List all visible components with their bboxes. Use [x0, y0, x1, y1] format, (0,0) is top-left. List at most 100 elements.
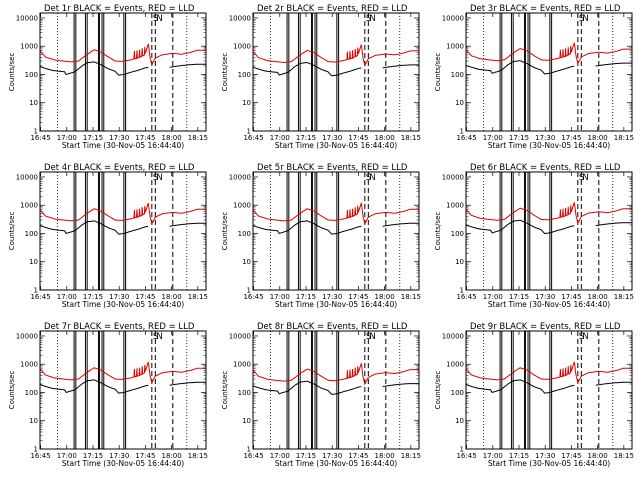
x-tick-label: 17:45 — [135, 134, 155, 142]
y-tick-label: 10 — [455, 258, 464, 266]
saa-marker-label: S — [153, 332, 158, 342]
x-tick-label: 17:00 — [483, 134, 503, 142]
y-axis-label: Counts/sec — [221, 212, 229, 251]
events-series-line — [39, 61, 206, 76]
x-axis-label: Start Time (30-Nov-05 16:44:40) — [488, 459, 610, 468]
events-series-line — [39, 220, 206, 235]
x-tick-label: 17:30 — [322, 134, 342, 142]
detector-panel: Det 9r BLACK = Events, RED = LLD 1 10 100 10… — [434, 322, 634, 468]
saa-marker-label: S — [153, 14, 158, 24]
y-tick-label: 100 — [451, 389, 464, 397]
y-tick-label: 1 — [247, 128, 251, 136]
y-axis-label: Counts/sec — [221, 53, 229, 92]
y-tick-label: 1 — [460, 446, 464, 454]
x-tick-label: 17:30 — [535, 293, 555, 301]
x-tick-label: 17:45 — [348, 452, 368, 460]
x-tick-label: 16:45 — [243, 134, 263, 142]
x-tick-label: 18:15 — [188, 134, 208, 142]
night-marker-label: N — [369, 332, 375, 342]
y-tick-label: 100 — [451, 71, 464, 79]
x-axis-label: Start Time (30-Nov-05 16:44:40) — [275, 141, 397, 150]
y-tick-label: 1000 — [233, 361, 251, 369]
saa-marker-label: S — [153, 173, 158, 183]
saa-marker-label: S — [366, 173, 371, 183]
x-tick-label: 16:45 — [30, 452, 50, 460]
y-axis-label: Counts/sec — [434, 53, 442, 92]
y-tick-label: 10 — [455, 417, 464, 425]
x-tick-label: 18:00 — [375, 134, 395, 142]
x-tick-label: 17:15 — [296, 452, 316, 460]
y-tick-label: 10000 — [229, 14, 251, 22]
y-tick-label: 100 — [238, 71, 251, 79]
panel-title: Det 3r BLACK = Events, RED = LLD — [470, 4, 621, 14]
x-tick-label: 17:15 — [83, 134, 103, 142]
y-axis-label: Counts/sec — [8, 371, 16, 410]
y-tick-label: 10000 — [442, 173, 464, 181]
x-axis-label: Start Time (30-Nov-05 16:44:40) — [275, 300, 397, 309]
x-tick-label: 17:30 — [535, 134, 555, 142]
y-tick-label: 1 — [460, 128, 464, 136]
detector-panel: Det 8r BLACK = Events, RED = LLD 1 10 100 10… — [221, 322, 421, 468]
y-tick-label: 10 — [29, 258, 38, 266]
x-tick-label: 17:00 — [270, 293, 290, 301]
events-series-line — [39, 379, 206, 394]
x-axis-label: Start Time (30-Nov-05 16:44:40) — [62, 459, 184, 468]
lld-series-line — [465, 42, 632, 65]
saa-marker-label: S — [366, 14, 371, 24]
y-tick-label: 1000 — [446, 361, 464, 369]
y-tick-label: 1000 — [446, 202, 464, 210]
y-tick-label: 10000 — [16, 14, 38, 22]
x-tick-label: 17:15 — [83, 452, 103, 460]
x-tick-label: 17:00 — [270, 134, 290, 142]
panel-title: Det 9r BLACK = Events, RED = LLD — [470, 322, 621, 332]
plot-frame — [252, 12, 420, 132]
events-series-line — [252, 220, 419, 235]
y-tick-label: 10 — [242, 258, 251, 266]
events-series-line — [252, 380, 419, 395]
plot-frame — [252, 171, 420, 291]
panel-title: Det 8r BLACK = Events, RED = LLD — [257, 322, 408, 332]
y-tick-label: 1000 — [233, 43, 251, 51]
night-marker-label: N — [582, 173, 588, 183]
night-marker-label: N — [369, 173, 375, 183]
plot-frame — [39, 12, 207, 132]
detector-panel: Det 2r BLACK = Events, RED = LLD 1 10 100 10… — [221, 4, 421, 150]
night-marker-label: N — [156, 14, 162, 24]
x-tick-label: 17:45 — [135, 293, 155, 301]
x-tick-label: 17:15 — [83, 293, 103, 301]
x-tick-label: 18:15 — [401, 452, 421, 460]
x-tick-label: 18:15 — [401, 134, 421, 142]
y-tick-label: 1 — [460, 287, 464, 295]
plot-frame — [465, 171, 633, 291]
plot-frame — [465, 12, 633, 132]
y-tick-label: 100 — [451, 230, 464, 238]
y-tick-label: 10000 — [16, 173, 38, 181]
saa-marker-label: S — [579, 14, 584, 24]
y-axis-label: Counts/sec — [434, 371, 442, 410]
x-tick-label: 16:45 — [243, 452, 263, 460]
x-tick-label: 18:00 — [162, 293, 182, 301]
x-tick-label: 17:00 — [483, 293, 503, 301]
x-tick-label: 17:00 — [57, 293, 77, 301]
y-tick-label: 10 — [455, 99, 464, 107]
lld-series-line — [465, 361, 632, 385]
detector-panel: Det 7r BLACK = Events, RED = LLD 1 10 100 10… — [8, 322, 208, 468]
night-marker-label: N — [582, 332, 588, 342]
y-tick-label: 10 — [242, 417, 251, 425]
x-tick-label: 18:00 — [588, 134, 608, 142]
x-tick-label: 16:45 — [30, 293, 50, 301]
y-tick-label: 100 — [238, 389, 251, 397]
detector-panel: Det 6r BLACK = Events, RED = LLD 1 10 100 10… — [434, 163, 634, 309]
y-tick-label: 1000 — [233, 202, 251, 210]
x-tick-label: 17:45 — [561, 293, 581, 301]
events-series-line — [465, 219, 632, 234]
y-tick-label: 1000 — [446, 43, 464, 51]
events-series-line — [465, 60, 632, 75]
night-marker-label: N — [369, 14, 375, 24]
x-tick-label: 17:15 — [509, 134, 529, 142]
x-axis-label: Start Time (30-Nov-05 16:44:40) — [62, 300, 184, 309]
y-tick-label: 1 — [34, 446, 38, 454]
y-axis-label: Counts/sec — [221, 371, 229, 410]
panel-title: Det 2r BLACK = Events, RED = LLD — [257, 4, 408, 14]
lld-series-line — [465, 202, 632, 225]
